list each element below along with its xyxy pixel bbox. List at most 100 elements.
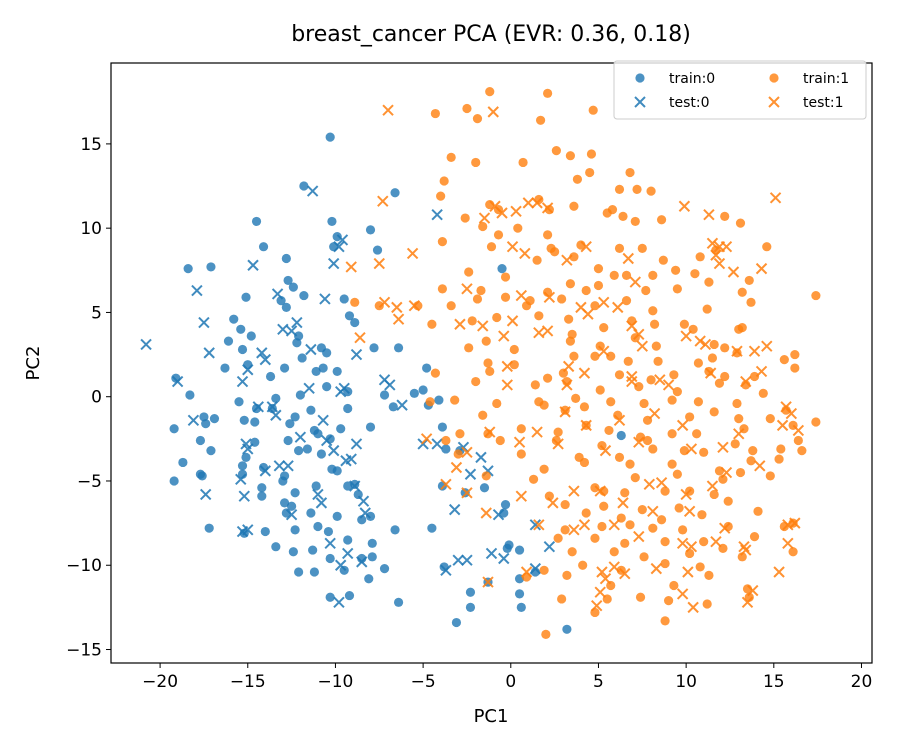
point-train-0 — [223, 336, 234, 346]
point-train-0 — [237, 344, 248, 355]
point-test-1 — [720, 241, 733, 253]
point-train-1 — [720, 211, 730, 221]
point-train-1 — [621, 270, 632, 280]
point-train-1 — [753, 506, 763, 516]
point-train-1 — [620, 538, 630, 548]
point-test-1 — [619, 567, 631, 580]
point-train-1 — [437, 237, 448, 247]
point-train-1 — [639, 552, 649, 562]
point-test-1 — [498, 330, 510, 342]
point-train-1 — [374, 301, 384, 311]
point-train-1 — [718, 474, 728, 484]
point-train-0 — [372, 245, 383, 255]
x-tick-label: −10 — [317, 672, 353, 692]
point-train-1 — [472, 294, 483, 304]
series-train-1 — [350, 87, 821, 639]
point-test-0 — [303, 382, 315, 394]
point-train-0 — [479, 483, 490, 493]
point-test-1 — [647, 505, 659, 518]
point-train-0 — [390, 188, 400, 198]
point-train-1 — [714, 378, 725, 388]
point-train-1 — [648, 306, 658, 316]
y-tick-label: −15 — [66, 641, 102, 661]
point-train-1 — [495, 435, 505, 446]
point-train-1 — [748, 446, 758, 456]
point-train-0 — [258, 242, 269, 252]
point-train-0 — [318, 363, 328, 373]
point-train-1 — [500, 292, 511, 302]
point-train-1 — [642, 435, 653, 446]
point-test-0 — [270, 409, 282, 421]
point-test-1 — [541, 325, 554, 337]
point-train-1 — [737, 552, 747, 562]
point-train-1 — [678, 525, 688, 535]
point-test-0 — [187, 414, 200, 427]
point-train-1 — [565, 279, 576, 289]
point-train-0 — [343, 481, 353, 491]
point-train-1 — [593, 280, 604, 291]
point-test-1 — [633, 436, 645, 448]
point-train-0 — [265, 371, 276, 382]
point-train-1 — [539, 400, 549, 410]
point-train-1 — [618, 211, 628, 221]
point-test-1 — [531, 197, 543, 209]
point-train-0 — [251, 216, 262, 227]
point-train-1 — [790, 363, 800, 373]
point-train-0 — [365, 511, 376, 521]
point-test-0 — [440, 564, 452, 577]
point-train-1 — [765, 471, 775, 481]
point-train-1 — [581, 285, 591, 296]
point-train-1 — [639, 398, 649, 409]
point-train-0 — [169, 424, 179, 434]
point-test-0 — [273, 460, 286, 472]
point-train-1 — [557, 594, 567, 604]
point-test-1 — [782, 537, 794, 550]
x-tick-label: 10 — [675, 672, 697, 692]
point-train-1 — [693, 397, 704, 407]
point-train-1 — [720, 343, 730, 353]
point-test-1 — [747, 584, 759, 597]
point-train-1 — [588, 105, 598, 115]
point-train-1 — [430, 108, 440, 119]
point-test-1 — [561, 379, 573, 391]
point-test-1 — [613, 414, 626, 427]
point-test-0 — [336, 234, 349, 246]
point-test-0 — [327, 257, 340, 270]
point-train-1 — [746, 297, 756, 307]
point-test-0 — [191, 284, 203, 297]
point-test-0 — [431, 438, 443, 450]
point-train-1 — [669, 580, 679, 591]
y-axis: −15 −10 −5 0 5 10 15 — [66, 135, 111, 661]
legend-label-train-0: train:0 — [669, 71, 715, 87]
point-train-0 — [369, 343, 379, 353]
point-train-1 — [446, 152, 456, 162]
point-train-1 — [606, 351, 616, 361]
point-test-1 — [792, 424, 805, 437]
point-train-0 — [344, 590, 355, 601]
point-train-1 — [614, 452, 625, 462]
point-test-1 — [392, 313, 405, 325]
point-train-0 — [327, 216, 337, 227]
plot-frame — [110, 62, 873, 664]
point-train-1 — [597, 440, 607, 451]
point-train-0 — [178, 457, 188, 468]
point-test-1 — [676, 588, 689, 600]
point-train-0 — [441, 444, 451, 454]
point-train-1 — [749, 371, 760, 382]
point-test-1 — [636, 340, 649, 352]
point-test-1 — [580, 241, 592, 253]
point-test-1 — [710, 535, 722, 548]
point-train-0 — [497, 264, 507, 274]
point-test-1 — [704, 367, 717, 379]
point-train-0 — [390, 525, 400, 535]
point-train-0 — [290, 525, 300, 535]
point-test-0 — [464, 468, 477, 480]
point-train-1 — [732, 398, 742, 409]
point-test-1 — [608, 561, 620, 573]
point-test-1 — [676, 537, 689, 550]
point-train-0 — [241, 292, 251, 302]
point-test-1 — [629, 276, 641, 288]
point-train-1 — [667, 459, 677, 469]
point-test-1 — [531, 426, 543, 438]
